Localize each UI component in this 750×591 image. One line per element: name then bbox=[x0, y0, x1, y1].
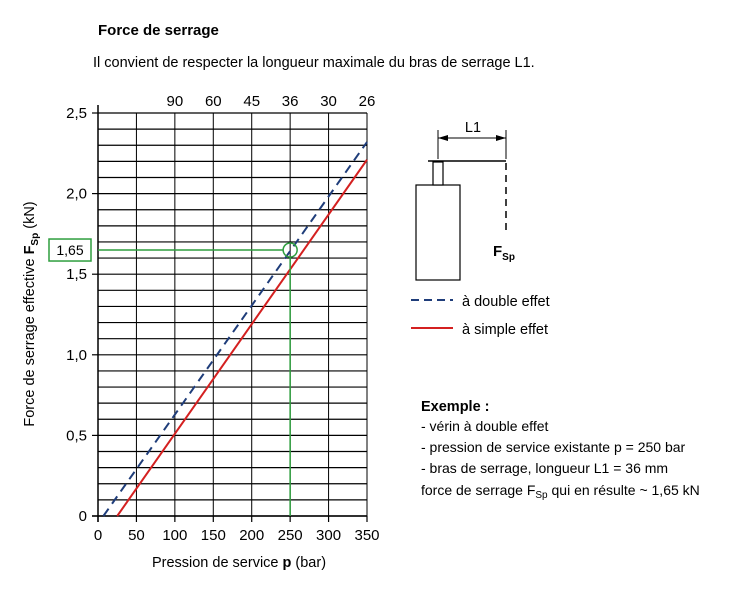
x-axis-label: Pression de service p (bar) bbox=[152, 555, 326, 571]
legend-label-simple: à simple effet bbox=[462, 322, 548, 338]
annotation-circle bbox=[282, 242, 298, 258]
x-tick-label: 200 bbox=[239, 527, 264, 544]
example-block: Exemple : - vérin à double effet - press… bbox=[421, 399, 700, 501]
top-axis-tick-label: 60 bbox=[205, 93, 222, 110]
y-tick-label: 2,0 bbox=[66, 186, 87, 203]
x-tick-label: 250 bbox=[278, 527, 303, 544]
cylinder-body bbox=[415, 184, 461, 281]
annotation-value-box bbox=[48, 238, 92, 262]
example-line-4: force de serrage FSp qui en résulte ~ 1,… bbox=[421, 482, 700, 501]
legend: à double effet à simple effet bbox=[411, 294, 550, 338]
top-axis-tick-label: 45 bbox=[243, 93, 260, 110]
y-tick-label: 2,5 bbox=[66, 105, 87, 122]
y-axis-label: Force de serrage effective FSp (kN) bbox=[22, 201, 41, 426]
y-tick-label: 0,5 bbox=[66, 427, 87, 444]
chart-annotation: 1,65 bbox=[48, 238, 92, 262]
l1-arrow-right bbox=[496, 135, 506, 141]
x-tick-label: 50 bbox=[128, 527, 145, 544]
x-tick-label: 350 bbox=[354, 527, 379, 544]
x-tick-label: 300 bbox=[316, 527, 341, 544]
cylinder-rod bbox=[432, 161, 444, 186]
example-line-3: - bras de serrage, longueur L1 = 36 mm bbox=[421, 460, 668, 476]
x-tick-label: 100 bbox=[162, 527, 187, 544]
top-axis-tick-label: 36 bbox=[282, 93, 299, 110]
chart-tick-labels: 0 0,5 1,0 1,5 2,0 2,5 0 50 100 150 200 250 300 350 90 6… bbox=[66, 93, 379, 544]
series-line-double bbox=[102, 141, 368, 517]
x-tick-label: 150 bbox=[201, 527, 226, 544]
y-tick-label: 1,5 bbox=[66, 266, 87, 283]
example-heading: Exemple : bbox=[421, 399, 490, 415]
legend-label-double: à double effet bbox=[462, 294, 550, 310]
force-label: FSp bbox=[493, 243, 515, 263]
top-axis-tick-label: 30 bbox=[320, 93, 337, 110]
top-axis-tick-label: 26 bbox=[359, 93, 376, 110]
example-line-2: - pression de service existante p = 250 … bbox=[421, 439, 686, 455]
top-axis-tick-label: 90 bbox=[167, 93, 184, 110]
page-title: Force de serrage bbox=[98, 22, 219, 39]
example-line-1: - vérin à double effet bbox=[421, 418, 548, 434]
chart-axes bbox=[92, 105, 368, 522]
y-tick-label: 1,0 bbox=[66, 347, 87, 364]
chart-grid bbox=[97, 112, 368, 517]
l1-label: L1 bbox=[465, 120, 481, 136]
x-tick-label: 0 bbox=[94, 527, 102, 544]
y-tick-label: 0 bbox=[79, 508, 87, 525]
chart-series bbox=[98, 141, 368, 517]
cylinder-diagram: L1 FSp bbox=[415, 120, 515, 281]
l1-arrow-left bbox=[438, 135, 448, 141]
page-subtitle: Il convient de respecter la longueur max… bbox=[93, 55, 535, 71]
annotation-value-label: 1,65 bbox=[56, 242, 83, 258]
series-line-simple bbox=[116, 159, 368, 517]
